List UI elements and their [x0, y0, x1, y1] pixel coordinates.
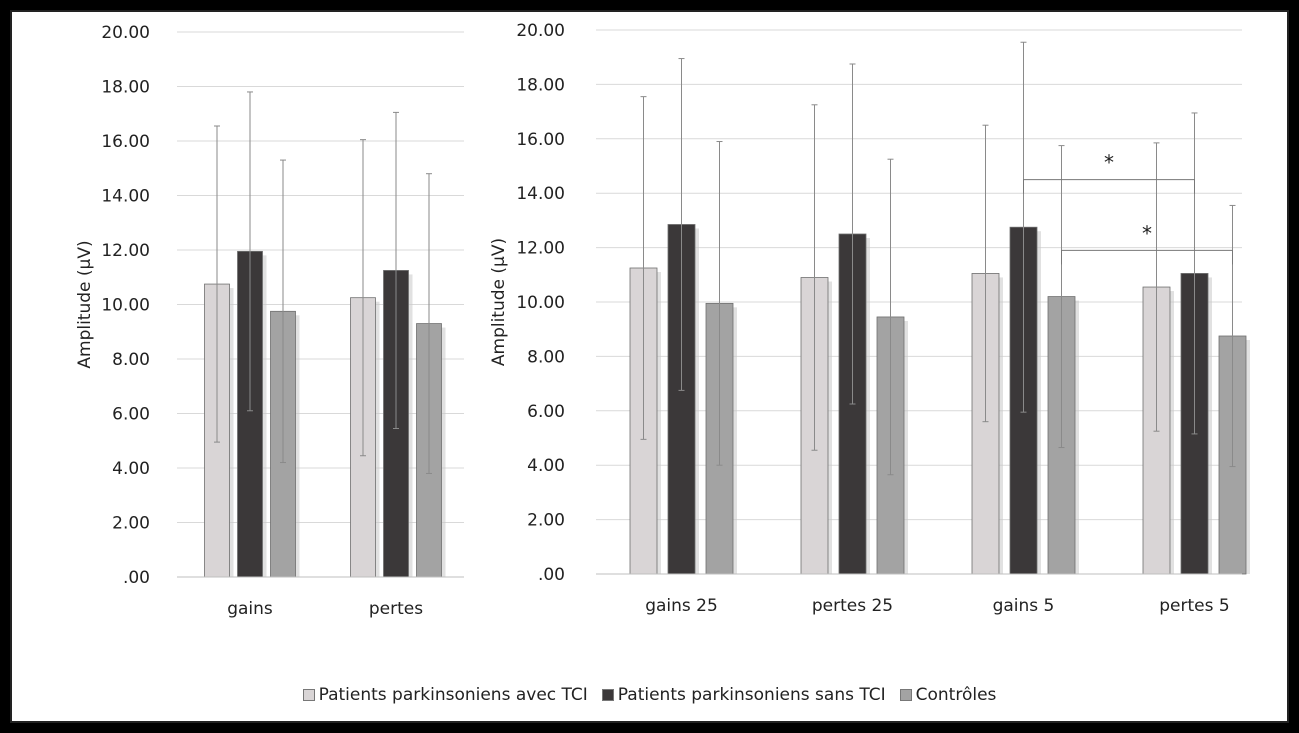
- right-ytick-label: 10.00: [516, 293, 565, 313]
- legend-label-avec-tci: Patients parkinsoniens avec TCI: [318, 685, 588, 705]
- chart-right: .00 2.00 4.00 6.00 8.00 10.00 12.00 14.00 16.00 1…: [489, 21, 1250, 616]
- legend-item-sans-tci: Patients parkinsoniens sans TCI: [601, 685, 886, 705]
- right-significance-star: *: [1104, 151, 1114, 175]
- legend: Patients parkinsoniens avec TCI Patients…: [12, 685, 1287, 705]
- left-ytick-label: 12.00: [101, 241, 150, 261]
- left-ytick-label: 2.00: [112, 514, 150, 534]
- legend-swatch-controles: [899, 689, 912, 701]
- right-ytick-label: 20.00: [516, 21, 565, 41]
- legend-item-avec-tci: Patients parkinsoniens avec TCI: [302, 685, 588, 705]
- figure-frame: .00 2.00 4.00 6.00 8.00 10.00 12.00 14.00 16.00 1…: [12, 12, 1287, 721]
- left-ytick-label: 10.00: [101, 296, 150, 316]
- right-category-label: pertes 5: [1159, 596, 1229, 616]
- chart-svg: .00 2.00 4.00 6.00 8.00 10.00 12.00 14.00 16.00 1…: [75, 21, 1250, 619]
- left-ytick-label: 16.00: [101, 132, 150, 152]
- legend-swatch-avec-tci: [302, 689, 315, 701]
- right-bar: [1218, 335, 1247, 575]
- left-ytick-label: 14.00: [101, 187, 150, 207]
- left-ytick-label: 8.00: [112, 350, 150, 370]
- left-ytick-label: .00: [123, 568, 150, 588]
- right-ylabel: Amplitude (µV): [489, 238, 509, 366]
- right-significance-bracket: [1023, 179, 1195, 194]
- left-ylabel: Amplitude (µV): [75, 240, 95, 368]
- right-ytick-label: 18.00: [516, 75, 565, 95]
- legend-item-controles: Contrôles: [899, 685, 997, 705]
- right-significance-star: *: [1142, 221, 1152, 245]
- right-ytick-label: 6.00: [527, 402, 565, 422]
- right-ytick-label: 4.00: [527, 456, 565, 476]
- legend-label-controles: Contrôles: [915, 685, 997, 705]
- right-ytick-label: 16.00: [516, 130, 565, 150]
- right-ytick-label: 12.00: [516, 239, 565, 259]
- left-ytick-label: 6.00: [112, 405, 150, 425]
- legend-label-sans-tci: Patients parkinsoniens sans TCI: [617, 685, 886, 705]
- left-category-label: gains: [227, 599, 273, 619]
- right-ytick-label: 14.00: [516, 184, 565, 204]
- right-category-label: pertes 25: [812, 596, 893, 616]
- left-category-label: pertes: [369, 599, 423, 619]
- left-ytick-label: 18.00: [101, 78, 150, 98]
- right-category-label: gains 5: [993, 596, 1055, 616]
- right-ytick-label: .00: [538, 565, 565, 585]
- left-ytick-label: 20.00: [101, 23, 150, 43]
- right-category-label: gains 25: [645, 596, 718, 616]
- right-ytick-label: 2.00: [527, 511, 565, 531]
- legend-swatch-sans-tci: [601, 689, 614, 701]
- right-ytick-label: 8.00: [527, 347, 565, 367]
- left-ytick-label: 4.00: [112, 459, 150, 479]
- right-significance-bracket: [1061, 249, 1233, 265]
- chart-left: .00 2.00 4.00 6.00 8.00 10.00 12.00 14.00 16.00 1…: [75, 23, 464, 619]
